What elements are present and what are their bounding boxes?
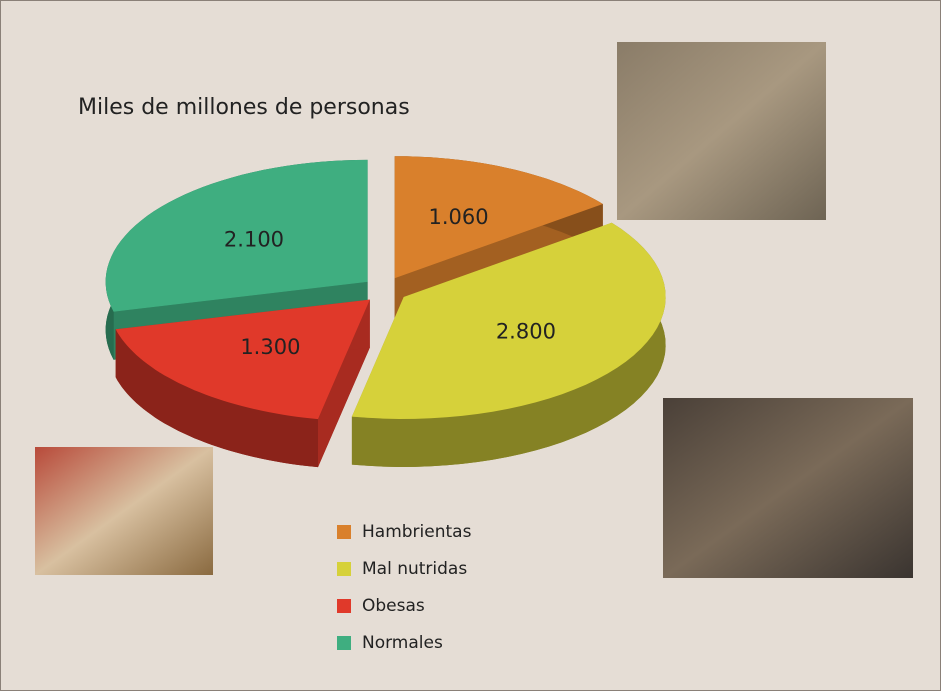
legend-swatch: [337, 525, 351, 539]
chart-title: Miles de millones de personas: [78, 95, 410, 120]
legend-label: Mal nutridas: [362, 559, 467, 579]
legend-label: Normales: [362, 633, 443, 653]
legend-swatch: [337, 636, 351, 650]
data-label: 2.100: [224, 228, 284, 252]
legend-swatch: [337, 599, 351, 613]
photo: [663, 398, 913, 578]
legend-label: Hambrientas: [362, 522, 472, 542]
data-label: 1.060: [428, 205, 488, 229]
photo: [617, 42, 826, 220]
photo: [35, 447, 213, 575]
data-label: 1.300: [240, 335, 300, 359]
chart: Miles de millones de personas 1.060 2.100…: [0, 0, 941, 691]
legend-swatch: [337, 562, 351, 576]
data-label: 2.800: [496, 320, 556, 344]
legend-label: Obesas: [362, 596, 425, 616]
